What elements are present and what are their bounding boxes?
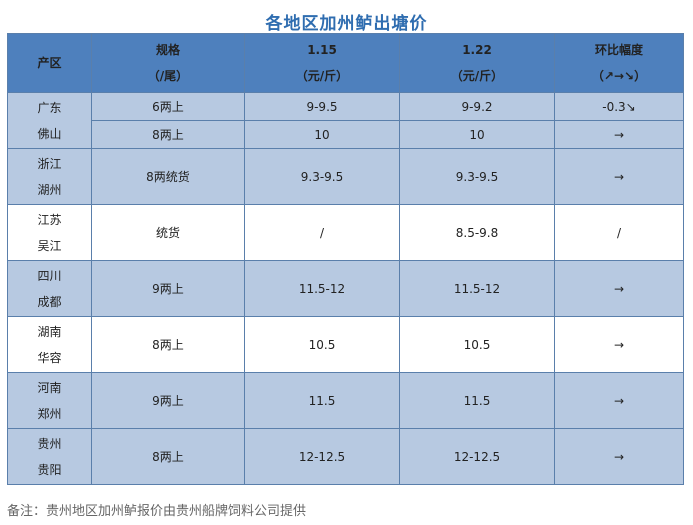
price-cell: / — [244, 204, 400, 261]
change-cell: → — [554, 148, 684, 205]
change-cell: → — [554, 428, 684, 485]
footnote: 备注：贵州地区加州鲈报价由贵州船牌饲料公司提供 — [7, 504, 307, 519]
table-row: 湖南 华容 8两上 10.5 10.5 → — [7, 316, 684, 373]
header-row: 产区 规格 （/尾） 1.15 （元/斤） 1.22 （元/斤） 环比幅度 （↗→↘） — [7, 33, 684, 93]
price-cell: 9-9.5 — [244, 92, 400, 121]
region-cell: 浙江 湖州 — [7, 148, 92, 205]
header-region: 产区 — [7, 33, 92, 93]
spec-cell: 9两上 — [91, 372, 245, 429]
table-row: 河南 郑州 9两上 11.5 11.5 → — [7, 372, 684, 429]
price-cell: 10 — [244, 120, 400, 149]
region-cell: 贵州 贵阳 — [7, 428, 92, 485]
price-cell: 9.3-9.5 — [244, 148, 400, 205]
spec-cell: 6两上 — [91, 92, 245, 121]
table-row: 贵州 贵阳 8两上 12-12.5 12-12.5 → — [7, 428, 684, 485]
price-cell: 10.5 — [244, 316, 400, 373]
region-cell: 河南 郑州 — [7, 372, 92, 429]
table-title: 各地区加州鲈出塘价 — [265, 14, 428, 34]
change-cell: → — [554, 316, 684, 373]
change-cell: → — [554, 120, 684, 149]
price-cell: 11.5 — [244, 372, 400, 429]
region-cell: 湖南 华容 — [7, 316, 92, 373]
spec-cell: 8两上 — [91, 120, 245, 149]
region-cell: 四川 成都 — [7, 260, 92, 317]
price-cell: 12-12.5 — [244, 428, 400, 485]
price-cell: 10.5 — [399, 316, 555, 373]
spec-cell: 9两上 — [91, 260, 245, 317]
region-cell: 江苏 吴江 — [7, 204, 92, 261]
change-cell: → — [554, 372, 684, 429]
change-cell: / — [554, 204, 684, 261]
table-row: 浙江 湖州 8两统货 9.3-9.5 9.3-9.5 → — [7, 148, 684, 205]
spec-cell: 统货 — [91, 204, 245, 261]
table-row: 四川 成都 9两上 11.5-12 11.5-12 → — [7, 260, 684, 317]
header-date2: 1.22 （元/斤） — [399, 33, 555, 93]
header-change: 环比幅度 （↗→↘） — [554, 33, 684, 93]
price-cell: 11.5 — [399, 372, 555, 429]
price-cell: 10 — [399, 120, 555, 149]
spec-cell: 8两统货 — [91, 148, 245, 205]
price-cell: 8.5-9.8 — [399, 204, 555, 261]
price-cell: 9.3-9.5 — [399, 148, 555, 205]
header-spec: 规格 （/尾） — [91, 33, 245, 93]
region-cell: 广东 佛山 — [7, 92, 92, 149]
table-row: 8两上 10 10 → — [8, 120, 684, 149]
spec-cell: 8两上 — [91, 316, 245, 373]
price-cell: 11.5-12 — [399, 260, 555, 317]
spec-cell: 8两上 — [91, 428, 245, 485]
price-cell: 11.5-12 — [244, 260, 400, 317]
table-row: 广东 佛山 6两上 9-9.5 9-9.2 -0.3↘ — [7, 92, 684, 149]
header-date1: 1.15 （元/斤） — [244, 33, 400, 93]
price-table: 产区 规格 （/尾） 1.15 （元/斤） 1.22 （元/斤） 环比幅度 （↗→↘） … — [7, 33, 684, 485]
change-cell: → — [554, 260, 684, 317]
price-cell: 9-9.2 — [399, 92, 555, 121]
change-cell: -0.3↘ — [554, 92, 684, 121]
price-cell: 12-12.5 — [399, 428, 555, 485]
table-row: 江苏 吴江 统货 / 8.5-9.8 / — [7, 204, 684, 261]
